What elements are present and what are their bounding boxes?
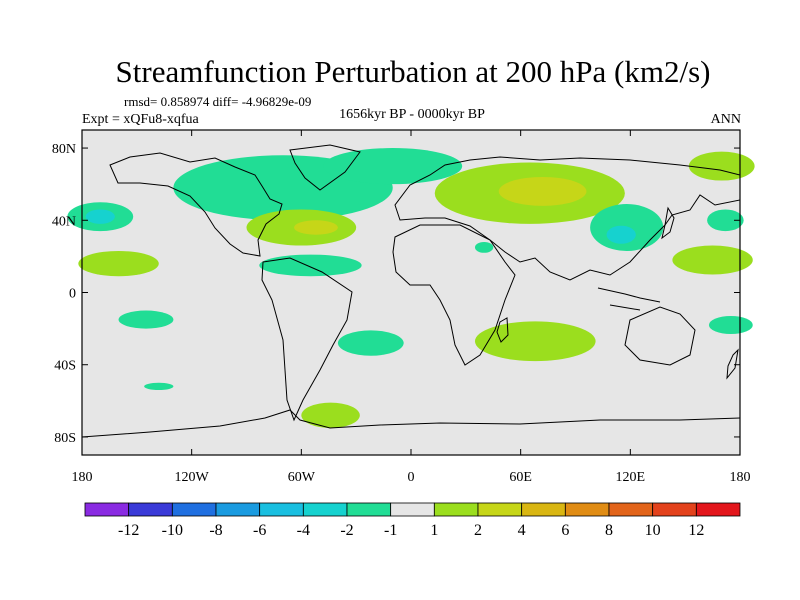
contour-region [707, 209, 744, 232]
coast-south-america [261, 257, 353, 422]
coast-eurasia [394, 156, 741, 281]
coast-australia [624, 306, 696, 366]
colorbar-label: 8 [605, 522, 613, 539]
coastlines [81, 144, 741, 438]
coast-greenland [289, 144, 361, 191]
period-label: 1656kyr BP - 0000kyr BP [339, 107, 485, 122]
season-label: ANN [711, 112, 741, 127]
colorbar-label: 12 [688, 522, 704, 539]
colorbar-label: -8 [209, 522, 222, 539]
colorbar-label: 10 [645, 522, 661, 539]
contour-region [337, 330, 404, 356]
colorbar-label: 1 [430, 522, 438, 539]
stats-line: rmsd= 0.858974 diff= -4.96829e-09 [124, 94, 311, 109]
contour-region [301, 402, 360, 428]
contour-region [294, 220, 338, 235]
colorbar-swatch [259, 502, 304, 517]
colorbar-swatch [564, 502, 610, 517]
colorbar-swatch [477, 502, 523, 517]
x-tick-label: 120W [175, 470, 210, 485]
colorbar-label: -6 [253, 522, 266, 539]
x-tick-label: 0 [408, 470, 415, 485]
contour-region [259, 254, 362, 277]
experiment-label: Expt = xQFu8-xqfua [82, 112, 200, 127]
contour-region [323, 148, 463, 185]
coast-north-america [109, 152, 283, 257]
y-tick-label: 80S [54, 431, 76, 446]
contour-region [85, 209, 115, 224]
contour-region [498, 176, 587, 206]
y-axis: 80N 40N 0 40S 80S [52, 142, 740, 446]
contour-region [474, 241, 494, 253]
contour-region [606, 225, 636, 244]
colorbar-label: 6 [561, 522, 569, 539]
contour-region [78, 250, 159, 277]
coast-madagascar [496, 317, 509, 343]
colorbar-swatch [346, 502, 392, 517]
coast-africa [392, 224, 516, 366]
colorbar-swatch [433, 502, 479, 517]
chart-title: Streamfunction Perturbation at 200 hPa (… [116, 54, 711, 89]
contour-region [708, 315, 753, 335]
x-tick-label: 60W [288, 470, 316, 485]
y-tick-label: 40S [54, 359, 76, 374]
colorbar-swatch [128, 502, 173, 517]
contour-region [688, 151, 755, 181]
contour-region [118, 310, 174, 329]
colorbar-swatch [652, 502, 697, 517]
x-tick-label: 120E [616, 470, 646, 485]
y-tick-label: 80N [52, 142, 76, 157]
coast-japan [661, 206, 675, 240]
colorbar-swatch [84, 502, 130, 517]
contour-region [672, 245, 753, 275]
colorbar-swatch [390, 502, 435, 517]
colorbar-label: -2 [340, 522, 353, 539]
colorbar-label: -10 [162, 522, 183, 539]
x-tick-label: 180 [730, 470, 751, 485]
colorbar-swatch [302, 502, 348, 517]
colorbar-label: -12 [118, 522, 139, 539]
colorbar-label: -4 [297, 522, 310, 539]
coast-antarctica [81, 409, 741, 438]
contour-region [144, 382, 174, 390]
colorbar-label: -1 [384, 522, 397, 539]
contour-region [474, 321, 596, 362]
x-tick-label: 60E [509, 470, 532, 485]
colorbar-swatch [215, 502, 261, 517]
coast-indonesia [597, 287, 661, 311]
colorbar: -12 -10 -8 -6 -4 -2 -1 1 2 4 6 8 10 12 [84, 502, 741, 539]
y-tick-label: 40N [52, 214, 76, 229]
colorbar-label: 2 [474, 522, 482, 539]
x-axis: 180 120W 60W 0 60E 120E 180 [72, 130, 751, 485]
colorbar-swatch [171, 502, 217, 517]
contour-regions [67, 148, 755, 428]
colorbar-swatch [695, 502, 741, 517]
coast-new-zealand [726, 348, 739, 380]
colorbar-label: 4 [518, 522, 526, 539]
colorbar-swatch [521, 502, 566, 517]
colorbar-swatch [608, 502, 654, 517]
y-tick-label: 0 [69, 287, 76, 302]
x-tick-label: 180 [72, 470, 93, 485]
